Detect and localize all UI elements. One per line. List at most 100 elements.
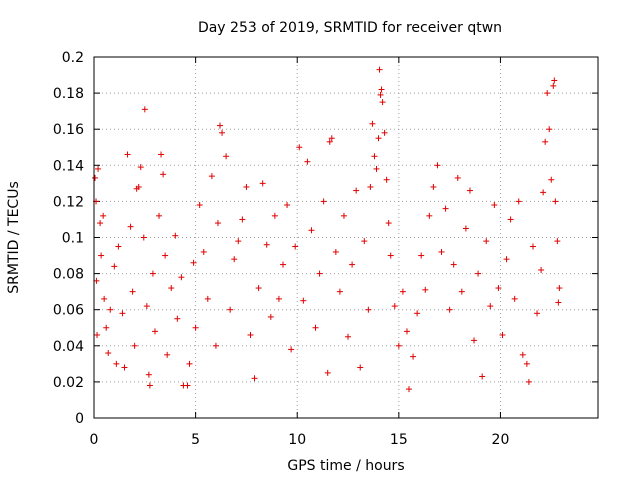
y-tick-label: 0.2: [62, 50, 84, 66]
data-point: [357, 364, 364, 371]
data-point: [466, 187, 473, 194]
data-point: [349, 261, 356, 268]
data-point: [406, 386, 412, 393]
data-point: [162, 252, 169, 259]
data-point: [369, 120, 376, 127]
data-point: [462, 225, 469, 232]
data-point: [367, 183, 374, 190]
data-point: [178, 274, 185, 281]
data-point: [98, 252, 105, 259]
x-tick-label: 5: [191, 432, 200, 448]
data-point: [141, 106, 148, 113]
data-point: [371, 153, 378, 160]
data-point: [391, 303, 398, 310]
data-point: [326, 138, 333, 145]
x-tick-label: 10: [288, 432, 306, 448]
data-point: [200, 248, 207, 255]
data-point: [186, 360, 193, 367]
data-point: [243, 183, 250, 190]
data-point: [450, 261, 457, 268]
data-point: [320, 198, 327, 205]
data-point: [540, 189, 547, 196]
data-point: [227, 306, 234, 313]
plot-frame: [93, 56, 599, 419]
data-point: [379, 99, 386, 106]
data-point: [376, 66, 383, 73]
data-point: [263, 241, 270, 248]
data-point: [284, 202, 291, 209]
data-point: [140, 234, 147, 241]
y-axis-label: SRMTID / TECUs: [6, 181, 22, 294]
data-point: [97, 220, 104, 227]
x-axis-label: GPS time / hours: [287, 458, 404, 474]
data-point: [184, 382, 191, 389]
data-point: [552, 198, 559, 205]
data-point: [422, 286, 429, 293]
y-tick-label: 0.04: [53, 339, 84, 355]
data-point: [304, 158, 311, 165]
data-point: [212, 342, 219, 349]
data-point: [556, 285, 563, 292]
data-point: [519, 351, 526, 358]
data-point: [92, 174, 99, 181]
data-point: [275, 295, 282, 302]
data-point: [105, 350, 112, 357]
data-point: [548, 176, 555, 183]
data-point: [143, 303, 150, 310]
data-point: [219, 129, 226, 136]
data-point: [247, 331, 254, 338]
data-point: [328, 135, 335, 142]
data-point: [135, 183, 142, 190]
data-point: [267, 313, 274, 320]
y-tick-label: 0.06: [53, 303, 84, 319]
data-point: [296, 144, 303, 151]
data-point: [410, 353, 417, 360]
data-point: [251, 375, 258, 382]
data-point: [231, 256, 238, 263]
data-point: [124, 151, 131, 158]
data-point: [546, 126, 553, 133]
data-point: [308, 227, 315, 234]
grid-lines: [93, 56, 598, 419]
data-point: [361, 238, 368, 245]
data-point: [458, 288, 465, 295]
data-point: [223, 153, 230, 160]
y-tick-labels: 0 0.02 0.04 0.06 0.08 0.1 0.12 0.14 0.16 0.18 0.2: [53, 50, 84, 427]
data-point: [491, 202, 498, 209]
data-point: [146, 382, 153, 389]
data-point: [332, 248, 339, 255]
data-point: [239, 216, 246, 223]
data-point: [300, 297, 307, 304]
x-tick-label: 0: [90, 432, 99, 448]
data-point: [196, 202, 203, 209]
data-point: [534, 310, 541, 317]
data-point: [483, 238, 490, 245]
data-point: [438, 248, 445, 255]
data-point: [414, 310, 421, 317]
data-point: [217, 122, 223, 129]
data-point: [168, 285, 175, 292]
y-tick-label: 0.16: [53, 122, 84, 138]
data-points: [92, 66, 563, 393]
y-tick-label: 0.02: [53, 375, 84, 391]
data-point: [426, 212, 433, 219]
data-point: [550, 82, 557, 89]
data-point: [94, 331, 101, 338]
y-tick-label: 0.12: [53, 194, 84, 210]
data-point: [523, 360, 530, 367]
data-point: [378, 86, 385, 93]
data-point: [471, 337, 478, 344]
data-point: [434, 162, 441, 169]
x-tick-label: 20: [492, 432, 510, 448]
data-point: [475, 270, 482, 277]
data-point: [555, 299, 562, 306]
data-point: [115, 243, 122, 250]
data-point: [353, 187, 360, 194]
data-point: [446, 306, 453, 313]
data-point: [430, 183, 437, 190]
data-point: [204, 295, 211, 302]
data-point: [515, 198, 522, 205]
data-point: [101, 295, 108, 302]
data-point: [454, 174, 461, 181]
data-point: [292, 243, 299, 250]
